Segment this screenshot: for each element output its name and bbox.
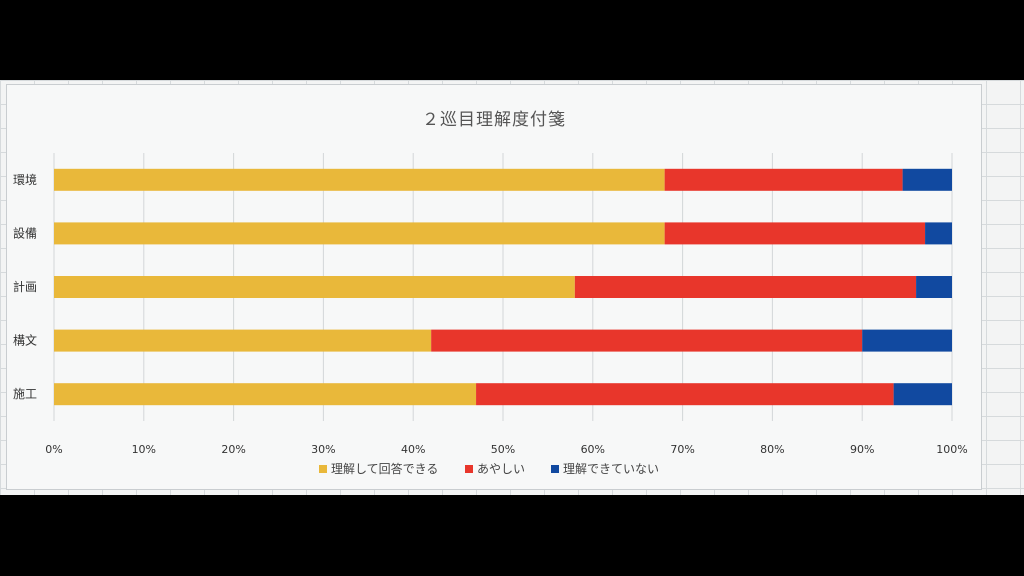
legend-swatch — [551, 465, 559, 473]
category-label: 施工 — [13, 387, 37, 401]
bar-segment[interactable] — [664, 222, 926, 245]
bar-segment[interactable] — [476, 383, 894, 406]
chart-container[interactable]: ２巡目理解度付箋 0% 10% 20% 30% 40% 50% 60% 70% 80% 90% 10… — [6, 84, 982, 490]
category-label: 構文 — [13, 333, 37, 348]
x-tick-label: 0% — [45, 443, 62, 456]
legend-label: 理解して回答できる — [331, 461, 438, 476]
category-label: 計画 — [13, 279, 37, 294]
stacked-bar-chart: 0% 10% 20% 30% 40% 50% 60% 70% 80% 90% 100% 環境設備計画構… — [13, 153, 968, 476]
x-tick-label: 30% — [311, 443, 335, 456]
x-tick-label: 10% — [132, 443, 156, 456]
bar-segment[interactable] — [664, 168, 903, 191]
bar-segment[interactable] — [54, 329, 432, 352]
category-label: 環境 — [13, 172, 37, 187]
bar-segment[interactable] — [893, 383, 952, 406]
bar-segment[interactable] — [916, 276, 952, 298]
bar-segment[interactable] — [862, 329, 952, 352]
legend-swatch — [319, 465, 327, 473]
x-tick-label: 100% — [936, 443, 967, 456]
bar-segment[interactable] — [54, 383, 477, 406]
bar-segment[interactable] — [431, 329, 863, 352]
bar-segment[interactable] — [54, 276, 575, 298]
category-label: 設備 — [13, 225, 37, 240]
x-tick-label: 40% — [401, 443, 425, 456]
chart-title: ２巡目理解度付箋 — [422, 110, 566, 130]
bar-segment[interactable] — [574, 276, 917, 298]
legend-label: あやしい — [477, 462, 525, 476]
x-tick-label: 70% — [670, 443, 694, 456]
x-tick-label: 80% — [760, 443, 784, 456]
x-tick-label: 90% — [850, 443, 874, 456]
spreadsheet-background: ２巡目理解度付箋 0% 10% 20% 30% 40% 50% 60% 70% 80% 90% 10… — [0, 80, 1024, 495]
legend-swatch — [465, 465, 473, 473]
bar-segment[interactable] — [54, 222, 665, 245]
legend-label: 理解できていない — [563, 462, 659, 476]
bar-segment[interactable] — [54, 168, 665, 191]
x-tick-label: 60% — [581, 443, 605, 456]
bar-segment[interactable] — [925, 222, 952, 245]
x-tick-label: 50% — [491, 443, 515, 456]
x-tick-label: 20% — [221, 443, 245, 456]
bar-segment[interactable] — [902, 168, 952, 191]
